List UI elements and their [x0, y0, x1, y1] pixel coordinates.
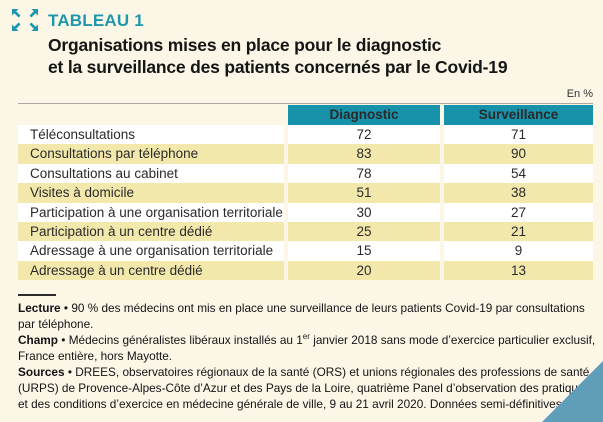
note-champ-text-start: Médecins généralistes libéraux installés… — [68, 333, 303, 347]
figure-title-line1: Organisations mises en place pour le dia… — [48, 35, 442, 55]
column-header-surveillance: Surveillance — [444, 105, 593, 125]
note-champ: Champ • Médecins généralistes libéraux i… — [18, 332, 596, 364]
table-row: Consultations par téléphone 83 90 — [18, 144, 593, 164]
note-champ-text-end: janvier 2018 sans mode d’exercice partic… — [18, 333, 596, 363]
surveillance-value: 9 — [444, 241, 593, 261]
table-row: Consultations au cabinet 78 54 — [18, 163, 593, 184]
note-lecture-text: 90 % des médecins ont mis en place une s… — [18, 301, 585, 331]
row-label: Consultations au cabinet — [18, 163, 284, 184]
table-row: Téléconsultations 72 71 — [18, 125, 593, 145]
surveillance-value: 13 — [444, 260, 593, 281]
note-sources-text: DREES, observatoires régionaux de la san… — [18, 365, 591, 411]
surveillance-value: 71 — [444, 125, 593, 145]
surveillance-value: 38 — [444, 183, 593, 203]
diagnostic-value: 25 — [288, 221, 440, 242]
surveillance-value: 90 — [444, 144, 593, 164]
table-row: Participation à un centre dédié 25 21 — [18, 221, 593, 242]
row-label: Visites à domicile — [18, 183, 284, 203]
diagnostic-value: 72 — [288, 125, 440, 145]
bullet-separator: • — [63, 301, 69, 315]
header-spacer — [18, 105, 284, 125]
unit-label: En % — [566, 88, 593, 100]
diagnostic-value: 15 — [288, 241, 440, 261]
column-header-diagnostic: Diagnostic — [288, 105, 440, 125]
bullet-separator: • — [61, 333, 66, 347]
row-label: Adressage à une organisation territorial… — [18, 241, 284, 261]
row-label: Participation à une organisation territo… — [18, 202, 284, 222]
table-row: Visites à domicile 51 38 — [18, 183, 593, 203]
diagnostic-value: 30 — [288, 202, 440, 222]
surveillance-value: 21 — [444, 221, 593, 242]
expand-arrows-icon[interactable] — [12, 9, 38, 36]
row-label: Consultations par téléphone — [18, 144, 284, 164]
diagnostic-value: 83 — [288, 144, 440, 164]
row-label: Téléconsultations — [18, 125, 284, 145]
diagnostic-value: 20 — [288, 260, 440, 281]
note-sources-label: Sources — [18, 365, 65, 379]
figure-title: Organisations mises en place pour le dia… — [48, 34, 508, 78]
table-row: Participation à une organisation territo… — [18, 202, 593, 222]
ordinal-superscript: er — [302, 332, 310, 342]
table-row: Adressage à un centre dédié 20 13 — [18, 260, 593, 281]
note-lecture: Lecture • 90 % des médecins ont mis en p… — [18, 300, 596, 332]
row-label: Participation à un centre dédié — [18, 221, 284, 242]
note-lecture-label: Lecture — [18, 301, 61, 315]
note-sources: Sources • DREES, observatoires régionaux… — [18, 364, 596, 412]
notes-block: Lecture • 90 % des médecins ont mis en p… — [18, 300, 596, 412]
corner-triangle — [542, 361, 603, 422]
surveillance-value: 54 — [444, 163, 593, 184]
data-table: Diagnostic Surveillance Téléconsultation… — [18, 105, 593, 281]
note-champ-label: Champ — [18, 333, 58, 347]
table-header-row: Diagnostic Surveillance — [18, 105, 593, 125]
bullet-separator: • — [67, 365, 72, 379]
notes-divider — [18, 294, 56, 296]
table-kicker: TABLEAU 1 — [48, 11, 144, 30]
figure-title-line2: et la surveillance des patients concerné… — [48, 57, 508, 77]
diagnostic-value: 78 — [288, 163, 440, 184]
table-top-rule — [18, 103, 593, 104]
row-label: Adressage à un centre dédié — [18, 260, 284, 281]
table-row: Adressage à une organisation territorial… — [18, 241, 593, 261]
diagnostic-value: 51 — [288, 183, 440, 203]
surveillance-value: 27 — [444, 202, 593, 222]
